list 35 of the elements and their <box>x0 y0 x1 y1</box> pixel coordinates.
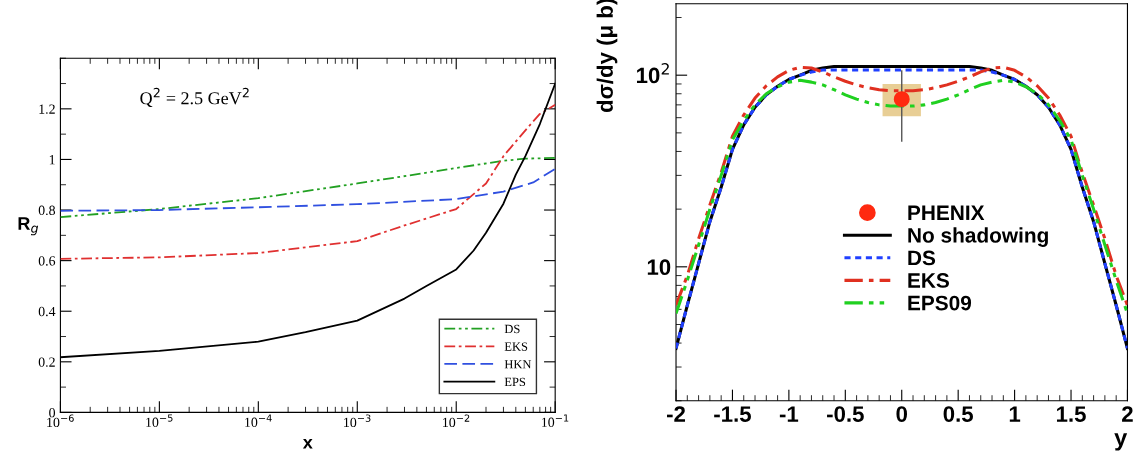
x-tick-label: 1 <box>1009 406 1021 422</box>
x-tick-label: 10$^{−3}$ <box>344 414 371 428</box>
y-tick-label: 0.2 <box>38 357 55 367</box>
legend-label: DS <box>504 324 520 334</box>
x-tick-label: -0.5 <box>827 406 864 422</box>
x-tick-label: 0.5 <box>943 406 973 422</box>
x-tick-label: -1.5 <box>714 406 751 422</box>
y-tick-label: 10$^{2}$ <box>637 63 669 84</box>
legend-label: DS <box>908 250 936 266</box>
x-tick-label: -2 <box>667 406 686 422</box>
legend-label: No shadowing <box>908 227 1048 247</box>
x-tick-label: 1.5 <box>1056 406 1086 422</box>
legend-label: HKN <box>504 360 532 369</box>
y-axis-title: R$_{g}$ <box>18 217 39 236</box>
legend-label: EPS09 <box>908 295 972 311</box>
legend-label: EKS <box>908 273 949 288</box>
legend-label: EPS <box>504 377 526 387</box>
y-tick-label: 10 <box>647 259 671 276</box>
x-tick-label: 10$^{−4}$ <box>245 414 272 427</box>
x-tick-label: 10$^{−2}$ <box>443 414 470 428</box>
y-tick-label: 0.8 <box>38 205 56 216</box>
x-axis-title: y <box>1114 433 1128 451</box>
x-tick-label: 0 <box>896 406 908 422</box>
x-tick-label: 10$^{−1}$ <box>542 414 569 427</box>
legend-label: EKS <box>504 342 528 351</box>
x-axis-title: x <box>302 438 313 449</box>
legend-label: PHENIX <box>908 205 985 220</box>
annotation: Q$^{2}$ = 2.5 GeV$^{2}$ <box>140 87 249 108</box>
y-tick-label: 0.6 <box>38 256 56 266</box>
x-tick-label: 2 <box>1122 406 1133 422</box>
y-tick-label: 1 <box>49 155 55 165</box>
x-tick-label: -1 <box>779 406 799 422</box>
y-tick-label: 1.2 <box>39 104 55 114</box>
x-tick-label: 10$^{−5}$ <box>146 414 173 427</box>
y-tick-label: 0.4 <box>38 306 56 317</box>
